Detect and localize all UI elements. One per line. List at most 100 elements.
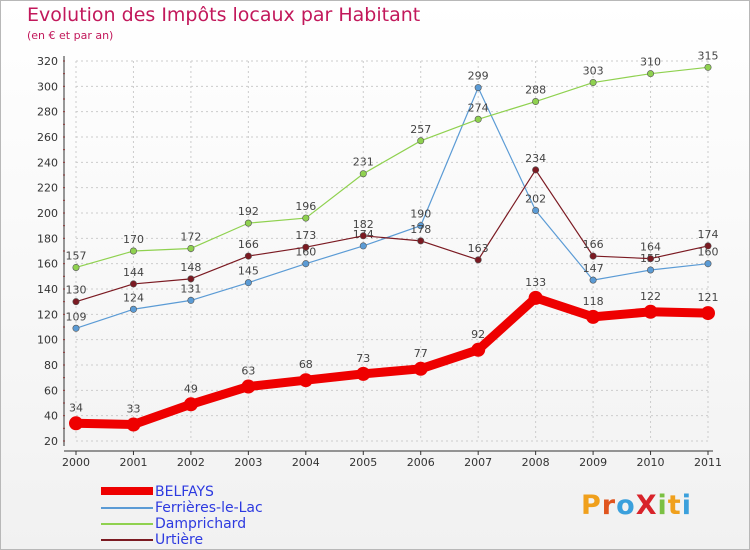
data-point [704,63,712,71]
data-label: 63 [241,365,255,378]
data-label: 130 [66,284,87,297]
data-label: 33 [126,403,140,416]
data-point [532,206,540,214]
series-line-3 [75,169,709,303]
data-point [647,266,655,274]
data-point [532,98,540,106]
data-point [589,252,597,260]
x-tick-label: 2002 [177,456,205,469]
legend-swatch-belfays [101,487,153,495]
data-point [72,298,80,306]
data-label: 73 [356,352,370,365]
data-point [129,247,137,255]
data-point [474,84,482,92]
y-tick-label: 140 [37,283,58,296]
x-tick-label: 2009 [579,456,607,469]
data-label: 257 [410,123,431,136]
data-point [474,256,482,264]
data-label: 121 [698,291,719,304]
data-point [704,242,712,250]
data-point [647,70,655,78]
data-label: 315 [698,49,719,62]
data-point [359,242,367,250]
data-label: 166 [238,238,259,251]
legend-swatch-ferrieres-le-lac [101,507,153,509]
data-label: 170 [123,233,144,246]
x-tick-label: 2003 [234,456,262,469]
data-point [129,305,137,313]
legend-label-damprichard: Damprichard [155,516,247,532]
data-point [183,397,198,412]
y-tick-label: 240 [37,156,58,169]
legend-swatch-urtiere [101,539,153,541]
legend-label-ferrieres-le-lac: Ferrières-le-Lac [155,500,263,516]
data-label: 196 [295,200,316,213]
y-tick-label: 260 [37,131,58,144]
data-label: 49 [184,382,198,395]
x-tick-label: 2000 [62,456,90,469]
data-point [302,260,310,268]
data-point [528,290,543,305]
data-point [244,252,252,260]
y-tick-label: 220 [37,182,58,195]
data-label: 77 [414,347,428,360]
data-label: 288 [525,84,546,97]
data-point [187,275,195,283]
data-point [187,296,195,304]
data-point [298,373,313,388]
data-label: 174 [698,228,719,241]
data-point [643,304,658,319]
data-label: 148 [180,261,201,274]
data-point [417,137,425,145]
data-point [302,243,310,251]
data-label: 173 [295,229,316,242]
y-tick-label: 160 [37,258,58,271]
data-label: 202 [525,192,546,205]
chart-subtitle: (en € et par an) [27,29,114,42]
y-tick-label: 40 [44,410,58,423]
x-tick-label: 2001 [119,456,147,469]
data-point [359,170,367,178]
data-label: 299 [468,70,489,83]
data-point [244,279,252,287]
data-label: 234 [525,152,546,165]
data-point [241,379,256,394]
data-label: 122 [640,290,661,303]
chart-title: Evolution des Impôts locaux par Habitant [27,4,421,26]
y-tick-label: 60 [44,384,58,397]
data-label: 124 [123,291,144,304]
logo-letter: t [667,490,682,521]
data-label: 160 [698,246,719,259]
data-label: 118 [583,295,604,308]
data-label: 92 [471,328,485,341]
data-point [589,79,597,87]
data-point [356,366,371,381]
logo-letter: o [616,490,636,521]
data-label: 303 [583,65,604,78]
y-tick-label: 200 [37,207,58,220]
data-label: 68 [299,358,313,371]
data-point [72,263,80,271]
x-tick-label: 2011 [694,456,722,469]
data-point [417,237,425,245]
x-tick-label: 2005 [349,456,377,469]
x-tick-label: 2006 [407,456,435,469]
logo-letter: i [681,490,692,521]
series-line-2 [75,66,709,269]
y-tick-label: 120 [37,308,58,321]
data-point [704,260,712,268]
logo-letter: P [581,490,602,521]
y-tick-label: 300 [37,80,58,93]
data-label: 109 [66,310,87,323]
data-point [359,232,367,240]
x-tick-label: 2008 [522,456,550,469]
data-point [701,306,715,321]
data-point [302,214,310,222]
logo-letter: X [635,490,658,521]
data-label: 178 [410,223,431,236]
proxiti-logo: ProXiti [581,490,692,521]
data-point [589,276,597,284]
x-tick-label: 2010 [637,456,665,469]
